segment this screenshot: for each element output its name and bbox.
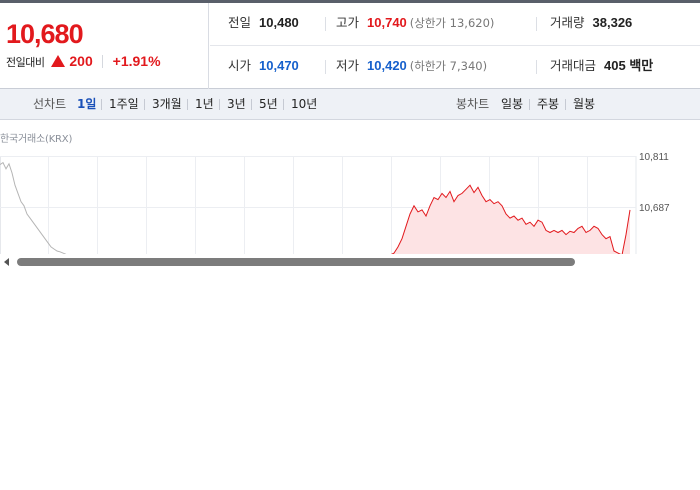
- top-accent-bar: [0, 0, 700, 3]
- candle-monthly[interactable]: 월봉: [573, 97, 596, 111]
- stats-row-2: 시가 10,470 저가 10,420 (하한가 7,340) 거래대금 405 백만: [210, 46, 700, 89]
- line-chart-label: 선차트: [33, 97, 67, 111]
- stat-divider: [536, 17, 537, 31]
- stat-open: 시가 10,470: [228, 46, 299, 89]
- toolbar-divider: [251, 99, 252, 110]
- chart-scrollbar[interactable]: [0, 254, 700, 270]
- period-1d[interactable]: 1일: [77, 97, 97, 111]
- toolbar-divider: [565, 99, 566, 110]
- toolbar-divider: [101, 99, 102, 110]
- price-series-line: [389, 184, 631, 256]
- y-tick-label: 10,687: [639, 203, 670, 214]
- toolbar-divider: [283, 99, 284, 110]
- price-chart: 10,811 10,687 한국거래소(KRX): [0, 120, 700, 270]
- up-triangle-icon: [50, 55, 65, 67]
- data-source-label: 한국거래소(KRX): [0, 134, 73, 145]
- stat-prev-close: 전일 10,480: [228, 3, 299, 46]
- period-3m[interactable]: 3개월: [152, 97, 182, 111]
- stat-high: 고가 10,740 (상한가 13,620): [336, 3, 494, 46]
- stats-table: 전일 10,480 고가 10,740 (상한가 13,620) 거래량 38,326 …: [210, 3, 700, 89]
- toolbar-divider: [219, 99, 220, 110]
- toolbar-divider: [529, 99, 530, 110]
- period-3y[interactable]: 3년: [227, 97, 246, 111]
- stat-trade-value: 거래대금 405 백만: [550, 46, 653, 89]
- scroll-left-icon[interactable]: [4, 258, 9, 266]
- toolbar-divider: [187, 99, 188, 110]
- stat-label: 거래대금: [550, 58, 597, 73]
- stat-low: 저가 10,420 (하한가 7,340): [336, 46, 487, 89]
- toolbar-divider: [144, 99, 145, 110]
- period-1y[interactable]: 1년: [195, 97, 214, 111]
- change-divider: [102, 55, 104, 68]
- period-1w[interactable]: 1주일: [109, 97, 139, 111]
- stats-row-1: 전일 10,480 고가 10,740 (상한가 13,620) 거래량 38,326: [210, 3, 700, 46]
- current-price: 10,680: [6, 19, 84, 49]
- stat-divider: [325, 17, 326, 31]
- stat-value: 405 백만: [604, 58, 654, 73]
- stat-volume: 거래량 38,326: [550, 3, 632, 46]
- prev-series-line: [0, 161, 76, 258]
- stat-sub: (상한가 13,620): [409, 16, 495, 30]
- price-area-fill: [390, 185, 630, 270]
- scrollbar-thumb[interactable]: [17, 258, 575, 266]
- price-box: 10,680 전일대비 200 +1.91%: [0, 3, 209, 89]
- period-10y[interactable]: 10년: [291, 97, 318, 111]
- stat-value: 10,480: [259, 15, 299, 30]
- stat-value: 10,470: [259, 58, 299, 73]
- period-5y[interactable]: 5년: [259, 97, 278, 111]
- change-amount: 200: [69, 53, 93, 69]
- change-percent: +1.91%: [112, 53, 161, 69]
- change-label: 전일대비: [6, 56, 45, 69]
- y-tick-label: 10,811: [639, 152, 669, 163]
- stat-label: 고가: [336, 15, 360, 30]
- chart-toolbar: 선차트 1일 1주일 3개월 1년 3년 5년 10년 봉차트 일봉 주봉 월봉: [0, 89, 700, 120]
- chart-canvas: 10,811 10,687: [0, 152, 670, 270]
- stat-label: 전일: [228, 15, 252, 30]
- candle-chart-label: 봉차트: [456, 97, 490, 111]
- stat-divider: [325, 60, 326, 74]
- candle-weekly[interactable]: 주봉: [537, 97, 560, 111]
- stat-value: 38,326: [592, 15, 633, 30]
- stat-value: 10,740: [367, 15, 407, 30]
- candle-daily[interactable]: 일봉: [501, 97, 524, 111]
- change-row: 전일대비 200 +1.91%: [6, 53, 161, 70]
- quote-panel: 10,680 전일대비 200 +1.91% 전일 10,480 고가 10,740…: [0, 3, 700, 89]
- stat-label: 거래량: [550, 15, 585, 30]
- stat-label: 시가: [228, 58, 252, 73]
- stat-sub: (하한가 7,340): [409, 59, 488, 73]
- stat-label: 저가: [336, 58, 360, 73]
- stat-value: 10,420: [367, 58, 407, 73]
- stat-divider: [536, 60, 537, 74]
